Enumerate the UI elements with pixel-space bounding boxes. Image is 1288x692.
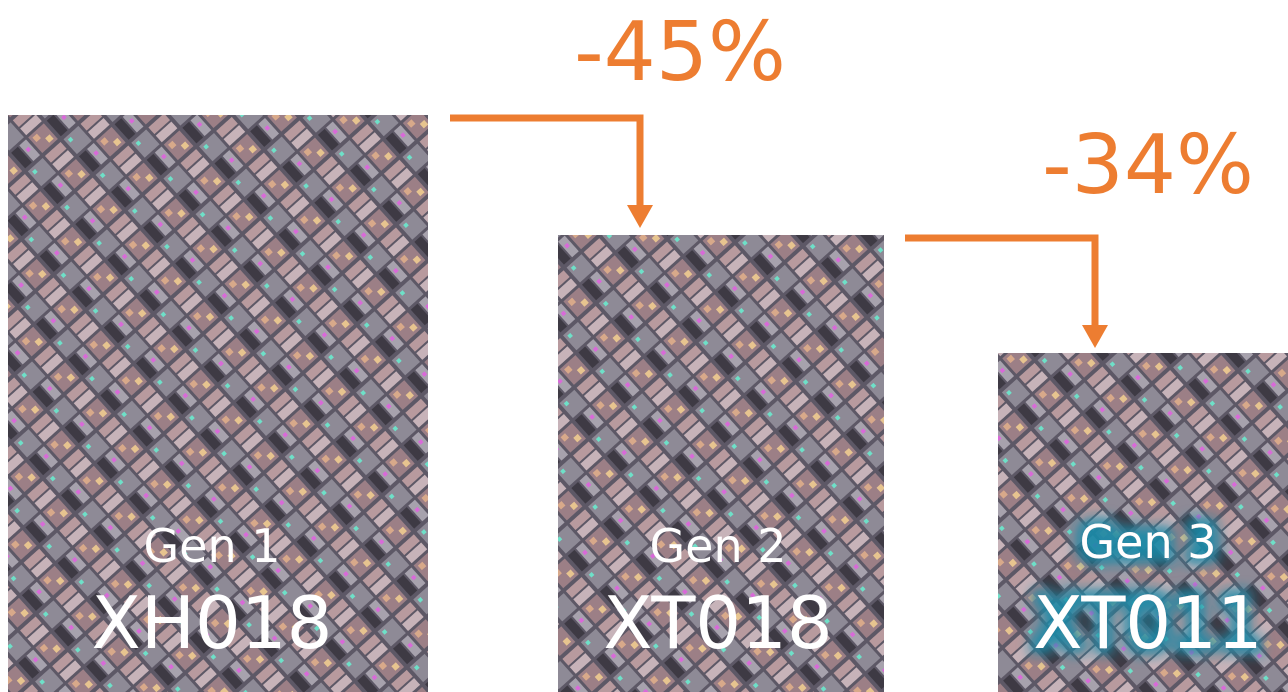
arrow-head bbox=[627, 205, 653, 228]
reduction-label: -34% bbox=[1042, 118, 1254, 213]
generation-label: Gen 1 bbox=[144, 519, 281, 573]
generation-label: Gen 2 bbox=[650, 519, 787, 573]
stage: -45% -34% Gen 1 XH018 Gen 2 XT018 Gen 3 … bbox=[0, 0, 1288, 692]
reduction-label: -45% bbox=[574, 5, 786, 100]
diagram: -45% -34% Gen 1 XH018 Gen 2 XT018 Gen 3 … bbox=[0, 0, 1288, 692]
process-name: XH018 bbox=[92, 581, 333, 665]
arrow-head bbox=[1082, 325, 1108, 348]
process-name: XT011 bbox=[1033, 581, 1262, 665]
generation-label: Gen 3 bbox=[1080, 515, 1217, 569]
process-name: XT018 bbox=[603, 581, 832, 665]
